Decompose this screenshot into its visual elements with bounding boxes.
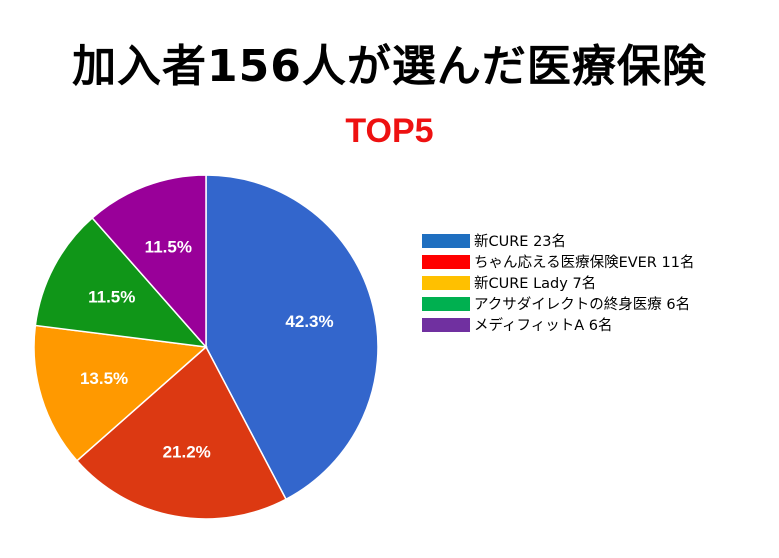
legend-item-3: 新CURE Lady 7名 <box>422 272 694 293</box>
slice-label-1: 42.3% <box>285 312 333 331</box>
legend-label: アクサダイレクトの終身医療 6名 <box>474 297 691 313</box>
pie-slice-5 <box>91 174 207 349</box>
slice-label-4: 11.5% <box>88 288 135 307</box>
legend-label: メディフィットA 6名 <box>474 318 613 334</box>
legend-swatch <box>422 275 470 290</box>
slice-label-3: 13.5% <box>80 369 128 388</box>
chart-subtitle: TOP5 <box>345 112 434 150</box>
legend-swatch <box>422 254 470 269</box>
legend-item-1: 新CURE 23名 <box>422 230 694 251</box>
slice-label-2: 21.2% <box>163 442 211 461</box>
chart-title: 加入者156人が選んだ医療保険 <box>72 41 707 92</box>
legend-swatch <box>422 296 470 311</box>
legend-swatch <box>422 233 470 248</box>
legend: 新CURE 23名ちゃん応える医療保険EVER 11名 新CURE Lady 7名… <box>422 230 694 335</box>
legend-item-2: ちゃん応える医療保険EVER 11名 <box>422 251 694 272</box>
legend-item-5: メディフィットA 6名 <box>422 314 694 335</box>
legend-label: 新CURE Lady 7名 <box>474 276 597 292</box>
legend-item-4: アクサダイレクトの終身医療 6名 <box>422 293 694 314</box>
pie-slice-2 <box>75 345 288 520</box>
pie-slice-3 <box>33 324 208 462</box>
legend-swatch <box>422 317 470 332</box>
legend-label: 新CURE 23名 <box>474 234 567 250</box>
slice-label-5: 11.5% <box>145 238 192 257</box>
pie-slice-1 <box>205 174 379 501</box>
pie-slice-4 <box>34 216 208 348</box>
legend-label: ちゃん応える医療保険EVER 11名 <box>474 255 695 271</box>
